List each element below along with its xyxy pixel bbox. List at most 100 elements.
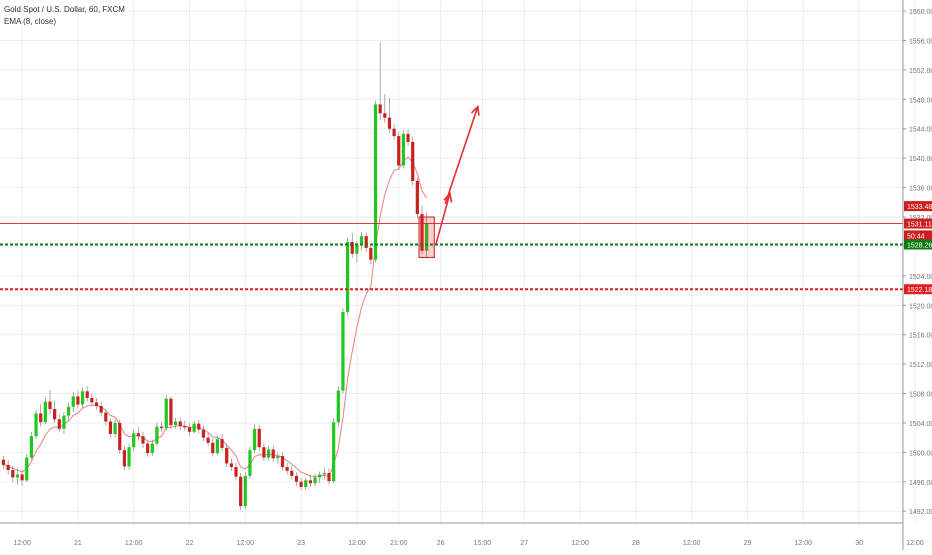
x-tick-label: 15:00 xyxy=(474,540,492,547)
candle-down xyxy=(411,141,415,181)
candle-up xyxy=(113,422,117,434)
x-tick-label: 23 xyxy=(297,540,305,547)
price-label-text: 50:44 xyxy=(907,233,925,240)
candle-down xyxy=(234,467,238,477)
price-label-box xyxy=(904,218,932,229)
price-label-text: 1522.18 xyxy=(907,287,932,294)
price-label-box xyxy=(904,230,932,241)
candle-up xyxy=(127,447,131,467)
candle-down xyxy=(104,412,108,422)
candle-down xyxy=(76,396,80,405)
candle-up xyxy=(425,223,429,251)
candle-down xyxy=(99,406,103,413)
candle-up xyxy=(355,244,359,254)
candle-up xyxy=(132,433,136,448)
candle-down xyxy=(94,402,99,407)
price-label-text: 1531.11 xyxy=(907,222,932,229)
candle-down xyxy=(299,481,303,487)
candle-up xyxy=(150,443,154,454)
candle-up xyxy=(62,415,66,429)
y-tick-label: 1548.00 xyxy=(909,97,932,104)
x-tick-label: 12:00 xyxy=(906,540,924,547)
x-tick-label: 28 xyxy=(632,540,640,547)
y-tick-label: 1524.00 xyxy=(909,274,932,281)
candle-down xyxy=(397,136,401,166)
x-tick-label: 12:00 xyxy=(348,540,366,547)
x-tick-label: 21 xyxy=(74,540,82,547)
candle-down xyxy=(364,236,368,248)
candle-down xyxy=(350,242,354,254)
candle-down xyxy=(53,408,57,420)
candle-down xyxy=(187,427,192,432)
price-label-box xyxy=(904,201,932,212)
candle-down xyxy=(6,464,10,471)
candle-down xyxy=(406,133,410,142)
candle-down xyxy=(141,436,145,444)
candle-down xyxy=(39,413,43,423)
x-tick-label: 12:00 xyxy=(795,540,813,547)
candle-down xyxy=(108,421,113,434)
candle-down xyxy=(57,419,61,429)
candle-down xyxy=(178,421,182,426)
arrowhead xyxy=(470,104,480,116)
x-tick-label: 12:00 xyxy=(125,540,143,547)
candle-up xyxy=(25,457,29,481)
x-tick-label: 12:00 xyxy=(683,540,701,547)
x-tick-label: 12:00 xyxy=(13,540,31,547)
x-tick-label: 30 xyxy=(855,540,863,547)
candle-up xyxy=(266,449,271,458)
candle-down xyxy=(136,433,140,437)
x-tick-label: 22 xyxy=(186,540,194,547)
candle-down xyxy=(169,398,173,426)
y-tick-label: 1516.00 xyxy=(909,333,932,340)
candle-down xyxy=(48,401,52,409)
candle-down xyxy=(290,470,294,476)
price-label-box xyxy=(904,239,932,250)
candle-down xyxy=(197,423,201,430)
candle-down xyxy=(225,447,229,464)
candle-down xyxy=(206,437,210,443)
projection-arrow-segment xyxy=(444,106,479,205)
candle-up xyxy=(67,406,71,416)
candle-down xyxy=(118,422,122,451)
candle-up xyxy=(248,450,252,476)
candle-up xyxy=(173,421,178,426)
candle-down xyxy=(257,428,261,448)
y-tick-label: 1556.00 xyxy=(909,38,932,45)
candle-down xyxy=(280,456,285,468)
candle-up xyxy=(29,436,33,458)
annotations xyxy=(0,104,903,291)
candle-down xyxy=(220,439,224,448)
candle-down xyxy=(239,476,243,507)
y-tick-label: 1504.00 xyxy=(909,421,932,428)
ema-path xyxy=(3,156,428,478)
candle-down xyxy=(85,391,89,398)
candle-up xyxy=(322,472,326,475)
candle-up xyxy=(253,428,257,451)
candle-up xyxy=(318,474,322,478)
candle-up xyxy=(34,413,38,437)
x-tick-label: 12:00 xyxy=(571,540,589,547)
candle-down xyxy=(211,442,215,454)
y-tick-label: 1544.00 xyxy=(909,127,932,134)
y-tick-label: 1536.00 xyxy=(909,186,932,193)
candle-down xyxy=(271,449,275,459)
candle-up xyxy=(401,133,405,166)
candle-down xyxy=(122,450,126,467)
arrowhead xyxy=(443,191,453,203)
y-tick-label: 1540.00 xyxy=(909,156,932,163)
y-tick-label: 1496.00 xyxy=(909,480,932,487)
candle-down xyxy=(369,247,373,260)
candle-down xyxy=(90,397,94,403)
y-tick-label: 1552.00 xyxy=(909,68,932,75)
candle-down xyxy=(20,474,24,481)
candle-up xyxy=(155,426,159,444)
candle-down xyxy=(415,180,419,215)
candle-down xyxy=(285,467,289,471)
candle-up xyxy=(341,311,345,391)
candle-down xyxy=(392,128,396,137)
candle-up xyxy=(15,474,20,478)
candle-down xyxy=(378,104,382,114)
